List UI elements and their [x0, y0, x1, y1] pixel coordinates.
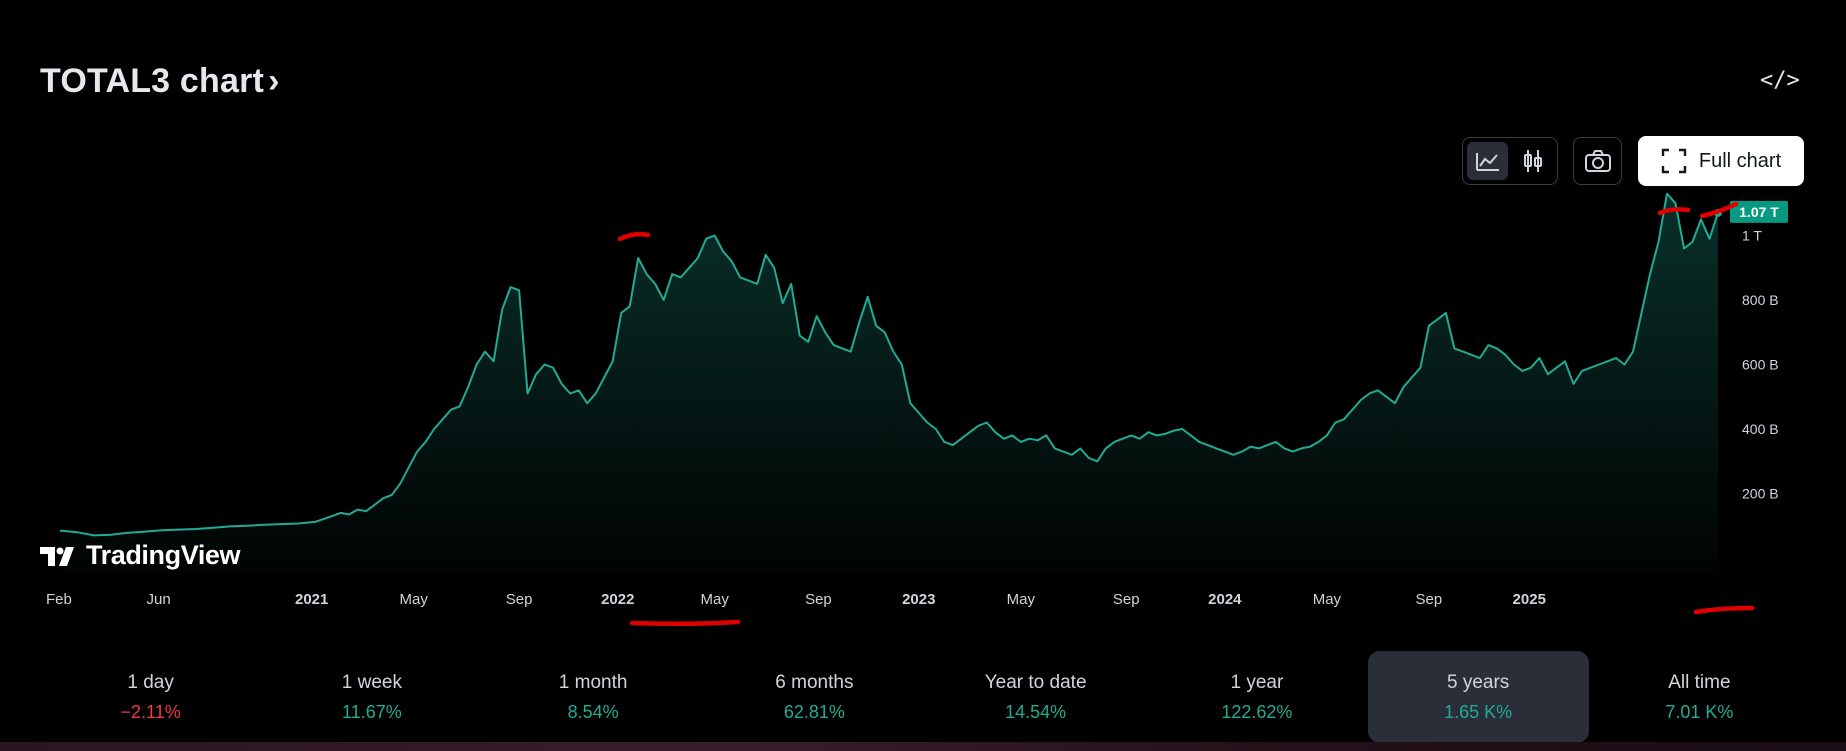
y-tick-label: 800 B [1742, 292, 1779, 308]
period-label: 5 years [1446, 671, 1510, 693]
x-tick-label: Jun [147, 591, 171, 608]
x-tick-label: Sep [1416, 591, 1443, 608]
tradingview-logo-icon [40, 546, 74, 566]
x-axis: Feb Jun 2021 May Sep 2022 May Sep 2023 May Sep 2024… [46, 591, 1546, 608]
full-chart-label: Full chart [1698, 149, 1782, 172]
series-line [59, 192, 1719, 537]
chevron-right-icon: › [268, 62, 280, 100]
tradingview-logo-text: TradingView [86, 540, 241, 570]
code-icon[interactable]: </> [1760, 68, 1800, 93]
red-annotation-mark [629, 619, 741, 627]
period-change: 1.65 K% [1444, 701, 1513, 722]
x-tick-label: May [701, 591, 730, 608]
period-label: 1 month [558, 671, 628, 693]
tradingview-logo[interactable]: TradingView [40, 540, 241, 571]
period-5-years[interactable]: 5 years 1.65 K% [1367, 651, 1589, 743]
period-1-day[interactable]: 1 day −2.11% [40, 651, 261, 743]
period-label: 1 day [127, 671, 174, 693]
period-label: 6 months [775, 671, 854, 693]
x-tick-label: May [400, 591, 429, 608]
period-1-week[interactable]: 1 week 11.67% [261, 651, 482, 743]
red-annotation-mark [1657, 207, 1691, 216]
area-fill [60, 193, 1718, 572]
last-price-label: 1.07 T [1739, 204, 1779, 220]
y-tick-label: 600 B [1742, 357, 1779, 373]
camera-icon[interactable] [1573, 137, 1622, 185]
x-tick-label: 2024 [1208, 591, 1242, 608]
page-bottom-edge [0, 742, 1846, 751]
period-year-to-date[interactable]: Year to date 14.54% [925, 651, 1146, 743]
x-tick-label: Feb [46, 591, 72, 608]
x-tick-label: May [1007, 591, 1036, 608]
x-tick-label: 2023 [902, 591, 935, 608]
period-label: 1 week [341, 671, 402, 693]
period-change: 14.54% [1005, 701, 1067, 722]
y-tick-label: 400 B [1742, 421, 1779, 437]
period-6-months[interactable]: 6 months 62.81% [704, 651, 925, 743]
period-label: 1 year [1230, 671, 1284, 693]
period-change: 8.54% [567, 701, 619, 722]
full-chart-button[interactable]: Full chart [1638, 136, 1804, 186]
period-label: All time [1668, 671, 1731, 693]
period-change: 11.67% [342, 701, 402, 722]
y-tick-label: 200 B [1742, 486, 1779, 502]
title-text: TOTAL3 chart [40, 62, 265, 100]
x-tick-label: 2021 [295, 591, 328, 608]
x-tick-label: 2022 [601, 591, 634, 608]
chart-type-toggle [1462, 137, 1558, 185]
period-selector: 1 day −2.11% 1 week 11.67% 1 month 8.54% 6 mon… [40, 651, 1810, 743]
page-title[interactable]: TOTAL3 chart › [40, 62, 280, 101]
period-1-year[interactable]: 1 year 122.62% [1146, 651, 1367, 743]
y-axis: 200 B 400 B 600 B 800 B 1 T 1.07 T [1730, 200, 1788, 502]
period-label: Year to date [984, 671, 1087, 693]
price-chart[interactable]: Feb Jun 2021 May Sep 2022 May Sep 2023 May Sep 2024… [0, 0, 1846, 640]
area-chart-icon[interactable] [1467, 142, 1508, 180]
x-tick-label: Sep [506, 591, 533, 608]
y-tick-label: 1 T [1742, 228, 1762, 244]
period-change: −2.11% [120, 701, 181, 722]
fullscreen-icon [1661, 148, 1687, 174]
area-layer [59, 192, 1722, 572]
red-annotation-mark [1699, 201, 1739, 219]
red-annotation-mark [617, 231, 651, 242]
x-tick-label: May [1313, 591, 1342, 608]
period-change: 62.81% [783, 701, 845, 722]
x-tick-label: Sep [805, 591, 832, 608]
red-annotation-mark [1693, 605, 1755, 615]
period-change: 7.01 K% [1665, 701, 1734, 722]
period-change: 122.62% [1221, 701, 1293, 722]
x-tick-label: Sep [1113, 591, 1140, 608]
last-price-badge [1730, 200, 1788, 223]
annotation-marks [617, 201, 1755, 627]
period-all-time[interactable]: All time 7.01 K% [1589, 651, 1810, 743]
candlestick-icon[interactable] [1512, 142, 1553, 180]
period-1-month[interactable]: 1 month 8.54% [483, 651, 704, 743]
x-tick-label: 2025 [1513, 591, 1546, 608]
